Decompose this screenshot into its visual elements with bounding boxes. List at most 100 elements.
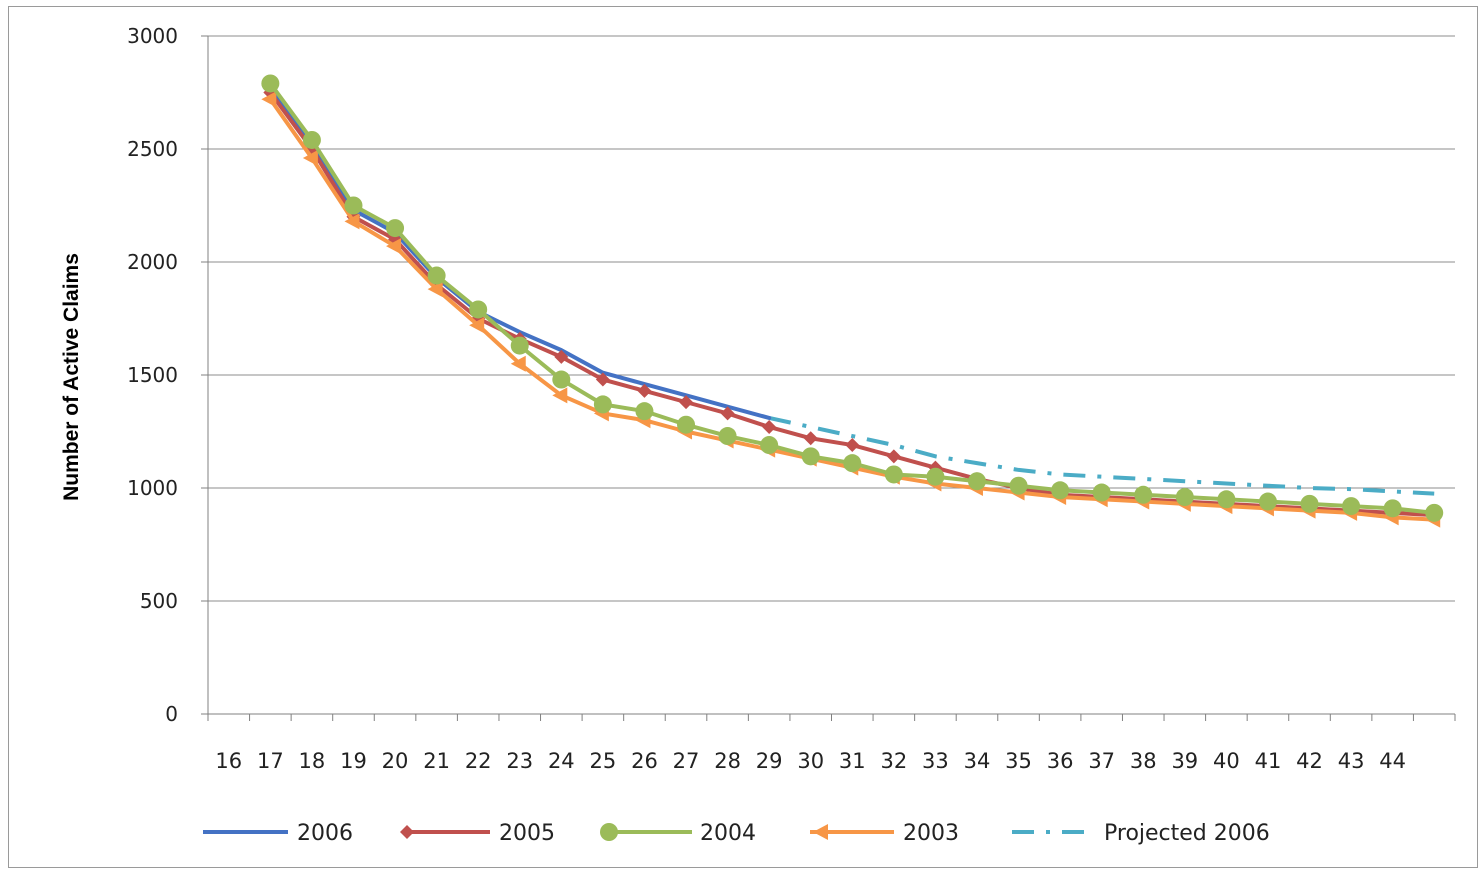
legend-item-projected-2006: Projected 2006 (1012, 821, 1270, 846)
circle-marker (1051, 481, 1070, 500)
legend-label: 2006 (297, 821, 353, 846)
legend-label: 2005 (499, 821, 555, 846)
y-tick-label: 0 (165, 702, 178, 726)
circle-marker (1425, 503, 1444, 522)
arrow-marker (510, 355, 526, 372)
legend-label: 2003 (903, 821, 959, 846)
y-axis-title: Number of Active Claims (60, 253, 83, 501)
diamond-marker (595, 372, 610, 387)
circle-marker (427, 266, 446, 285)
circle-marker (1134, 485, 1153, 504)
circle-marker (1092, 483, 1111, 502)
circle-marker (261, 74, 280, 93)
x-tick-label: 28 (714, 749, 741, 773)
x-tick-label: 21 (423, 749, 450, 773)
circle-marker (593, 395, 612, 414)
circle-marker (344, 196, 363, 215)
legend-item-2004: 2004 (600, 821, 756, 846)
diamond-marker (554, 349, 569, 364)
circle-marker (1383, 499, 1402, 518)
circle-marker (718, 427, 737, 446)
x-tick-label: 35 (1005, 749, 1032, 773)
circle-marker (635, 402, 654, 421)
x-tick-label: 32 (880, 749, 907, 773)
diamond-marker (886, 449, 901, 464)
y-tick-label: 500 (140, 589, 178, 613)
x-tick-label: 43 (1338, 749, 1365, 773)
arrow-marker (469, 317, 485, 334)
circle-marker (1009, 476, 1028, 495)
x-tick-label: 18 (299, 749, 326, 773)
x-tick-label: 42 (1296, 749, 1323, 773)
gridlines (208, 35, 1455, 602)
x-tick-label: 24 (548, 749, 575, 773)
circle-marker (1342, 497, 1361, 516)
x-tick-label: 39 (1171, 749, 1198, 773)
diamond-marker (400, 825, 414, 839)
y-tick-label: 1500 (127, 363, 178, 387)
circle-marker (1217, 490, 1236, 509)
series-group (261, 74, 1444, 528)
legend-label: 2004 (700, 821, 756, 846)
circle-marker (510, 336, 529, 355)
circle-marker (1300, 494, 1319, 513)
x-tick-label: 22 (465, 749, 492, 773)
diamond-marker (637, 383, 652, 398)
arrow-marker (261, 91, 277, 108)
x-tick-label: 27 (673, 749, 700, 773)
legend-item-2006: 2006 (203, 821, 353, 846)
diamond-marker (679, 395, 694, 410)
y-tick-label: 2500 (127, 137, 178, 161)
x-tick-label: 44 (1379, 749, 1406, 773)
x-tick-label: 16 (215, 749, 242, 773)
x-tick-label: 33 (922, 749, 949, 773)
x-tick-label: 41 (1255, 749, 1282, 773)
circle-marker (1258, 492, 1277, 511)
legend: 2006 2005 2004 2003 Projected 2006 (203, 821, 1270, 846)
x-tick-label: 25 (590, 749, 617, 773)
series-line (768, 415, 1435, 496)
legend-label: Projected 2006 (1104, 821, 1270, 846)
x-tick-label: 37 (1088, 749, 1115, 773)
circle-marker (1175, 488, 1194, 507)
arrow-marker (813, 824, 828, 840)
circle-marker (469, 300, 488, 319)
x-tick-label: 34 (964, 749, 991, 773)
circle-marker (967, 472, 986, 491)
legend-item-2003: 2003 (810, 821, 959, 846)
x-tick-label: 36 (1047, 749, 1074, 773)
diamond-marker (762, 419, 777, 434)
circle-marker (600, 823, 618, 841)
x-tick-label: 26 (631, 749, 658, 773)
series-2004 (261, 74, 1444, 522)
y-tick-label: 3000 (127, 24, 178, 48)
y-tick-label: 1000 (127, 476, 178, 500)
circle-marker (302, 130, 321, 149)
arrow-marker (386, 238, 402, 255)
arrow-marker (302, 150, 318, 167)
circle-marker (552, 370, 571, 389)
diamond-marker (845, 438, 860, 453)
circle-marker (926, 467, 945, 486)
x-tick-label: 17 (257, 749, 284, 773)
x-tick-label: 20 (382, 749, 409, 773)
axes: 0 500 1000 1500 2000 2500 3000 16 17 18 19 20 21 22 23… (127, 24, 1456, 773)
circle-marker (801, 447, 820, 466)
x-tick-label: 19 (340, 749, 367, 773)
legend-item-2005: 2005 (400, 821, 555, 846)
circle-marker (843, 454, 862, 473)
x-tick-label: 38 (1130, 749, 1157, 773)
x-tick-label: 30 (797, 749, 824, 773)
arrow-marker (344, 213, 360, 230)
diamond-marker (720, 406, 735, 421)
circle-marker (386, 219, 405, 238)
circle-marker (677, 415, 696, 434)
arrow-marker (552, 387, 568, 404)
diamond-marker (803, 431, 818, 446)
x-tick-label: 23 (506, 749, 533, 773)
y-tick-label: 2000 (127, 250, 178, 274)
x-tick-label: 31 (839, 749, 866, 773)
chart-frame (8, 6, 1478, 868)
circle-marker (760, 436, 779, 455)
